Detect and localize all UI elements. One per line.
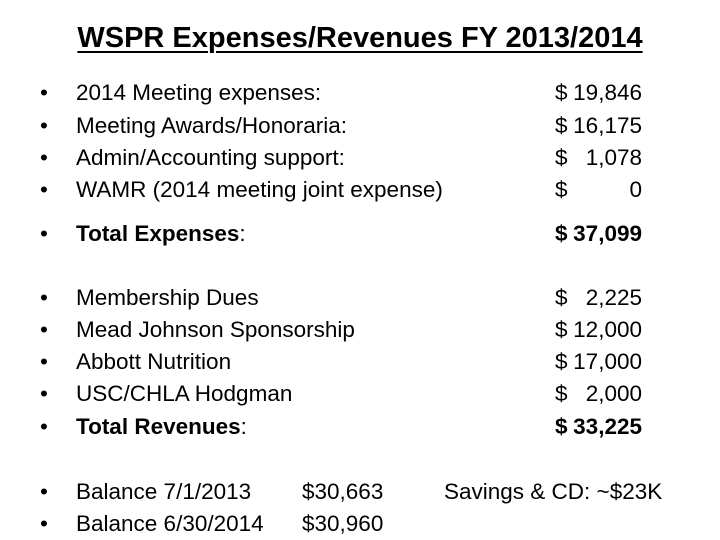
currency-sign: $ xyxy=(555,177,568,202)
total-expenses-label-text: Total Expenses xyxy=(76,221,240,246)
expense-row: • Meeting Awards/Honoraria: $ 16,175 xyxy=(0,110,720,142)
bullet-icon: • xyxy=(40,145,48,170)
amount-value: 37,099 xyxy=(573,221,642,246)
bullet-icon: • xyxy=(40,80,48,105)
expense-amount: $ 16,175 xyxy=(555,110,642,142)
revenue-label: Abbott Nutrition xyxy=(76,349,232,374)
revenue-amount: $ 2,225 xyxy=(555,282,642,314)
expense-amount: $ 0 xyxy=(555,174,642,206)
amount-value: 16,175 xyxy=(573,113,642,138)
revenue-amount: $ 2,000 xyxy=(555,378,642,410)
total-expenses-colon: : xyxy=(239,221,246,246)
bullet-icon: • xyxy=(40,381,48,406)
balance-label: Balance 7/1/2013 xyxy=(76,479,252,504)
currency-sign: $ xyxy=(555,414,568,439)
currency-sign: $ xyxy=(555,285,568,310)
amount-value: 2,225 xyxy=(585,285,642,310)
total-revenues-row: • Total Revenues: $ 33,225 xyxy=(0,411,720,443)
bullet-icon: • xyxy=(40,177,48,202)
amount-value: 1,078 xyxy=(585,145,642,170)
revenue-row: • Abbott Nutrition $ 17,000 xyxy=(0,346,720,378)
total-expenses-label: Total Expenses: xyxy=(76,218,246,250)
bullet-icon: • xyxy=(40,511,48,536)
savings-note: Savings & CD: ~$23K xyxy=(444,479,663,504)
expense-label: Admin/Accounting support: xyxy=(76,145,345,170)
revenue-amount: $ 12,000 xyxy=(555,314,642,346)
revenue-label: Mead Johnson Sponsorship xyxy=(76,317,355,342)
amount-value: 17,000 xyxy=(573,349,642,374)
balance-value: $30,960 xyxy=(302,511,384,536)
expense-label: 2014 Meeting expenses: xyxy=(76,80,322,105)
balance-row: • Balance 6/30/2014 $30,960 xyxy=(0,508,720,540)
total-expenses-row: • Total Expenses: $ 37,099 xyxy=(0,218,720,250)
amount-value: 0 xyxy=(629,177,642,202)
bullet-icon: • xyxy=(40,414,48,439)
total-revenues-label: Total Revenues: xyxy=(76,411,247,443)
total-revenues-colon: : xyxy=(240,414,247,439)
revenue-amount: $ 17,000 xyxy=(555,346,642,378)
bullet-icon: • xyxy=(40,317,48,342)
revenue-label: USC/CHLA Hodgman xyxy=(76,381,293,406)
currency-sign: $ xyxy=(555,113,568,138)
amount-value: 19,846 xyxy=(573,80,642,105)
expense-label: Meeting Awards/Honoraria: xyxy=(76,113,347,138)
bullet-icon: • xyxy=(40,221,48,246)
revenue-row: • USC/CHLA Hodgman $ 2,000 xyxy=(0,378,720,410)
total-expenses-amount: $ 37,099 xyxy=(555,218,642,250)
total-revenues-amount: $ 33,225 xyxy=(555,411,642,443)
bullet-icon: • xyxy=(40,113,48,138)
currency-sign: $ xyxy=(555,381,568,406)
expense-row: • Admin/Accounting support: $ 1,078 xyxy=(0,142,720,174)
bullet-icon: • xyxy=(40,285,48,310)
currency-sign: $ xyxy=(555,317,568,342)
revenue-label: Membership Dues xyxy=(76,285,259,310)
revenue-row: • Membership Dues $ 2,225 xyxy=(0,282,720,314)
slide-title: WSPR Expenses/Revenues FY 2013/2014 xyxy=(0,22,720,55)
balance-value: $30,663 xyxy=(302,479,384,504)
expense-row: • 2014 Meeting expenses: $ 19,846 xyxy=(0,77,720,109)
bullet-icon: • xyxy=(40,349,48,374)
expense-amount: $ 1,078 xyxy=(555,142,642,174)
currency-sign: $ xyxy=(555,349,568,374)
currency-sign: $ xyxy=(555,80,568,105)
amount-value: 33,225 xyxy=(573,414,642,439)
currency-sign: $ xyxy=(555,145,568,170)
slide-title-text: WSPR Expenses/Revenues FY 2013/2014 xyxy=(77,22,643,54)
total-revenues-label-text: Total Revenues xyxy=(76,414,241,439)
currency-sign: $ xyxy=(555,221,568,246)
balance-row: • Balance 7/1/2013 $30,663 Savings & CD:… xyxy=(0,476,720,508)
amount-value: 2,000 xyxy=(585,381,642,406)
amount-value: 12,000 xyxy=(573,317,642,342)
expense-label: WAMR (2014 meeting joint expense) xyxy=(76,177,443,202)
balance-label: Balance 6/30/2014 xyxy=(76,511,264,536)
bullet-icon: • xyxy=(40,479,48,504)
revenue-row: • Mead Johnson Sponsorship $ 12,000 xyxy=(0,314,720,346)
expense-row: • WAMR (2014 meeting joint expense) $ 0 xyxy=(0,174,720,206)
expense-amount: $ 19,846 xyxy=(555,77,642,109)
